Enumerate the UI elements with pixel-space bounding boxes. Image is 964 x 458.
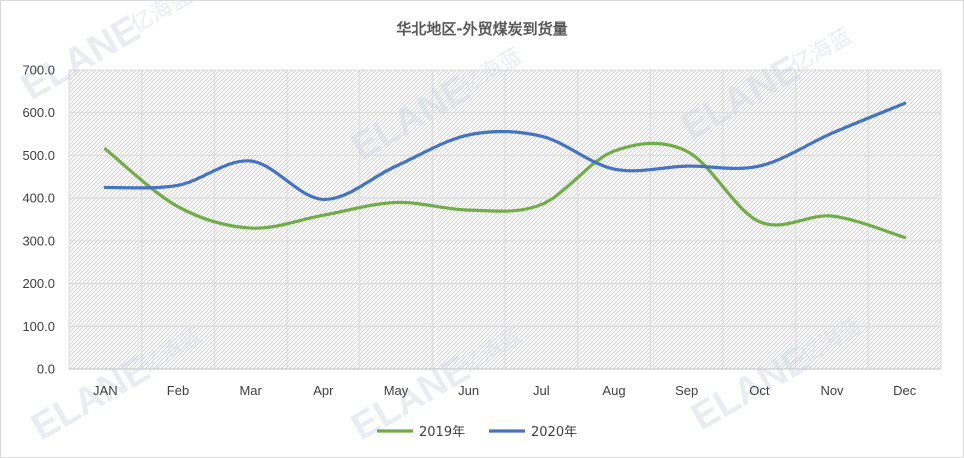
x-tick-label: Dec: [893, 383, 917, 398]
x-tick-label: Apr: [313, 383, 334, 398]
legend-label: 2020年: [531, 425, 577, 440]
y-tick-label: 0.0: [37, 362, 55, 377]
x-tick-label: Feb: [167, 383, 189, 398]
y-tick-label: 200.0: [22, 276, 55, 291]
watermark-cn: 亿海蓝: [127, 1, 197, 39]
series-line-1: [103, 141, 907, 240]
x-tick-label: Nov: [820, 383, 844, 398]
y-tick-label: 600.0: [22, 105, 55, 120]
y-tick-label: 400.0: [22, 191, 55, 206]
y-tick-label: 700.0: [22, 63, 55, 78]
x-tick-label: JAN: [93, 383, 118, 398]
y-axis-ticks: 0.0 100.0 200.0 300.0 400.0 500.0 600.0 700.0: [22, 63, 55, 377]
chart-title: 华北地区-外贸煤炭到货量: [396, 20, 567, 38]
series-line-2: [103, 101, 907, 202]
legend: 2019年 2020年: [377, 425, 577, 440]
y-tick-label: 100.0: [22, 319, 55, 334]
x-tick-label: Jun: [458, 383, 479, 398]
y-tick-label: 300.0: [22, 233, 55, 248]
x-tick-label: Aug: [602, 383, 625, 398]
y-tick-label: 500.0: [22, 148, 55, 163]
legend-label: 2019年: [419, 425, 465, 440]
x-tick-label: Jul: [533, 383, 550, 398]
x-axis-ticks: JAN Feb Mar Apr May Jun Jul Aug Sep Oct Nov Dec: [93, 383, 917, 398]
x-tick-label: May: [384, 383, 409, 398]
gridlines: [68, 69, 942, 370]
series-layer: [103, 101, 907, 240]
x-tick-label: Mar: [239, 383, 262, 398]
x-tick-label: Oct: [749, 383, 770, 398]
x-tick-label: Sep: [675, 383, 698, 398]
